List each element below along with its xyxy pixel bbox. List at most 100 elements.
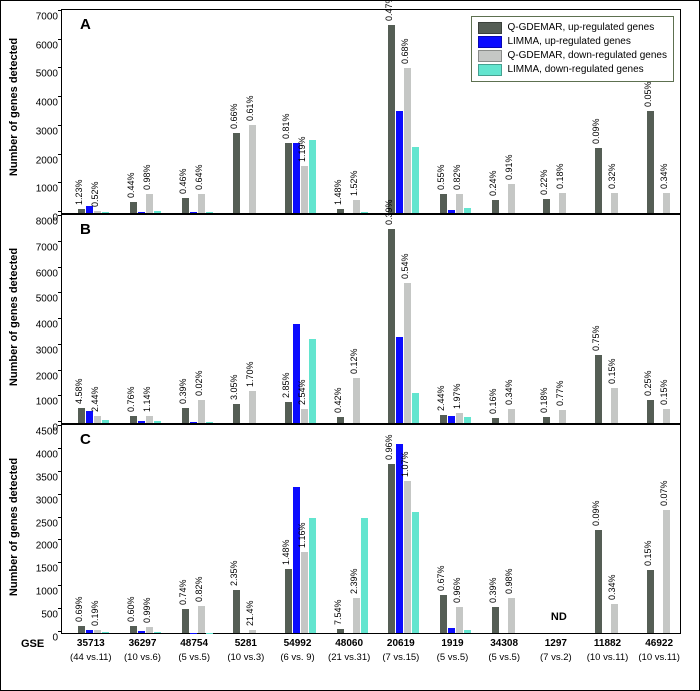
bar <box>301 552 308 633</box>
bar <box>309 339 316 423</box>
bar <box>249 125 256 213</box>
legend-swatch <box>478 36 502 48</box>
percent-label: 0.07% <box>659 481 669 507</box>
x-tick-sublabel: (7 vs.2) <box>540 652 572 663</box>
bar <box>508 409 515 423</box>
percent-label: 0.19% <box>90 601 100 627</box>
legend-label: LIMMA, down-regulated genes <box>507 63 643 77</box>
bar <box>388 464 395 633</box>
percent-label: 0.18% <box>539 387 549 413</box>
percent-label: 0.60% <box>126 597 136 623</box>
percent-label: 0.22% <box>539 169 549 195</box>
percent-label: 0.16% <box>488 388 498 414</box>
bar <box>595 355 602 423</box>
percent-label: 1.07% <box>400 452 410 478</box>
y-tick-label: 4500 <box>8 427 58 438</box>
legend-item: Q-GDEMAR, up-regulated genes <box>478 21 667 35</box>
bar <box>94 211 101 213</box>
bar <box>611 193 618 213</box>
bar <box>86 411 93 423</box>
bar <box>190 422 197 423</box>
bar <box>293 324 300 423</box>
y-tick-label: 1000 <box>8 184 58 195</box>
bar <box>508 598 515 633</box>
y-tick-mark <box>58 344 62 345</box>
bar <box>508 184 515 213</box>
bar <box>595 530 602 633</box>
percent-label: 0.82% <box>194 576 204 602</box>
bar <box>337 417 344 423</box>
x-tick-sublabel: (10 vs.11) <box>587 652 629 663</box>
bar <box>404 481 411 633</box>
percent-label: 1.52% <box>349 171 359 197</box>
legend-item: LIMMA, down-regulated genes <box>478 63 667 77</box>
percent-label: 0.96% <box>452 578 462 604</box>
y-tick-label: 7000 <box>8 12 58 23</box>
x-tick-label: 11882 <box>594 638 621 649</box>
bar <box>361 212 368 213</box>
legend-label: Q-GDEMAR, down-regulated genes <box>507 49 667 63</box>
figure: A010002000300040005000600070001.23%0.52%… <box>0 0 700 691</box>
percent-label: 0.39% <box>384 199 394 225</box>
bar <box>361 518 368 633</box>
panel-letter: B <box>80 221 91 238</box>
y-tick-mark <box>58 562 62 563</box>
panel-b: B0100020003000400050006000700080004.58%2… <box>61 214 681 424</box>
y-tick-mark <box>58 517 62 518</box>
x-tick-label: 5281 <box>235 638 257 649</box>
bar <box>102 632 109 633</box>
bar <box>353 598 360 633</box>
bar <box>293 487 300 633</box>
y-tick-mark <box>58 10 62 11</box>
percent-label: 0.44% <box>126 172 136 198</box>
y-tick-mark <box>58 631 62 632</box>
percent-label: 0.34% <box>504 379 514 405</box>
bar <box>647 570 654 633</box>
percent-label: 1.23% <box>74 179 84 205</box>
percent-label: 0.12% <box>349 348 359 374</box>
percent-label: 0.25% <box>643 370 653 396</box>
bar <box>492 607 499 633</box>
bar <box>78 626 85 633</box>
bar <box>233 133 240 213</box>
percent-label: 0.02% <box>194 370 204 396</box>
bar <box>233 590 240 633</box>
x-tick-label: 34308 <box>490 638 518 649</box>
percent-label: 0.69% <box>74 596 84 622</box>
y-axis-label-a: Number of genes detected <box>8 38 20 176</box>
x-tick-sublabel: (5 vs.5) <box>178 652 210 663</box>
percent-label: 2.44% <box>90 387 100 413</box>
percent-label: 0.77% <box>555 381 565 407</box>
bar <box>611 388 618 423</box>
bar <box>102 420 109 423</box>
bar <box>198 606 205 633</box>
bar <box>663 193 670 213</box>
bar <box>492 200 499 213</box>
bar <box>448 416 455 423</box>
y-tick-mark <box>58 267 62 268</box>
percent-label: 0.34% <box>607 575 617 601</box>
percent-label: 0.99% <box>142 598 152 624</box>
y-tick-mark <box>58 241 62 242</box>
bar <box>138 212 145 213</box>
percent-label: 0.18% <box>555 163 565 189</box>
bar <box>154 421 161 423</box>
y-tick-mark <box>58 318 62 319</box>
bar <box>456 413 463 423</box>
percent-label: 0.98% <box>142 165 152 191</box>
bar <box>647 111 654 213</box>
bar <box>464 630 471 633</box>
bar <box>440 194 447 213</box>
y-tick-label: 1000 <box>8 397 58 408</box>
x-tick-sublabel: (5 vs.5) <box>437 652 469 663</box>
y-tick-mark <box>58 539 62 540</box>
panel-c: C0500100015002000250030003500400045000.6… <box>61 424 681 634</box>
percent-label: 0.55% <box>436 165 446 191</box>
x-tick-sublabel: (5 vs.5) <box>488 652 520 663</box>
legend-item: LIMMA, up-regulated genes <box>478 35 667 49</box>
x-axis-title: GSE <box>21 638 44 650</box>
percent-label: 1.70% <box>245 361 255 387</box>
percent-label: 0.91% <box>504 155 514 181</box>
percent-label: 0.39% <box>178 378 188 404</box>
bar <box>412 512 419 633</box>
